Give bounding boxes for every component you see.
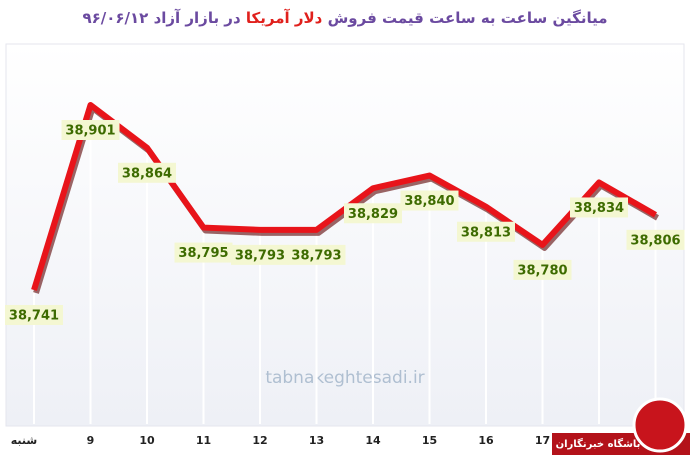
- logo-badge: [632, 397, 688, 453]
- value-label-text: 38,901: [65, 124, 115, 139]
- chart-title: میانگین ساعت به ساعت قیمت فروش دلار آمری…: [82, 9, 607, 27]
- value-label-box: [174, 242, 233, 263]
- value-label-box: [5, 305, 63, 325]
- x-tick-label: 15: [422, 434, 437, 447]
- value-label: 38,793: [231, 244, 289, 265]
- title-part: دلار آمریکا: [246, 9, 323, 27]
- value-label: 38,901: [61, 120, 120, 140]
- value-label-text: 38,795: [178, 246, 228, 261]
- x-tick-label: 12: [252, 434, 267, 447]
- value-label-text: 38,840: [404, 194, 454, 209]
- value-label: 38,780: [513, 259, 572, 280]
- watermark: tabnakeghtesadi.ir: [265, 368, 424, 388]
- value-label: 38,834: [570, 197, 628, 218]
- value-label-text: 38,741: [9, 309, 59, 324]
- value-label-text: 38,864: [122, 166, 172, 181]
- value-label-box: [400, 190, 459, 211]
- x-tick-label: 13: [309, 434, 324, 447]
- value-label-box: [231, 244, 289, 265]
- x-tick-label: شنبه: [11, 434, 37, 447]
- value-label-text: 38,829: [348, 207, 398, 222]
- value-label-text: 38,793: [235, 248, 285, 263]
- value-label: 38,840: [400, 190, 459, 211]
- value-label: 38,829: [344, 203, 402, 224]
- value-label-box: [570, 197, 628, 218]
- title-part: میانگین ساعت به ساعت قیمت فروش: [328, 9, 608, 27]
- value-label-box: [61, 120, 120, 140]
- x-tick-label: 16: [478, 434, 494, 447]
- value-label-text: 38,813: [461, 225, 511, 240]
- value-label-box: [344, 203, 402, 224]
- title-part: در بازار آزاد ۹۶/۰۶/۱۲: [82, 9, 240, 27]
- x-tick-label: 17: [535, 434, 550, 447]
- value-label-text: 38,806: [630, 233, 680, 248]
- value-label-text: 38,780: [517, 263, 567, 278]
- value-label: 38,795: [174, 242, 233, 263]
- value-label-text: 38,834: [574, 201, 624, 216]
- x-tick-label: 14: [365, 434, 381, 447]
- plot-area: [5, 43, 685, 427]
- value-label: 38,793: [287, 244, 346, 265]
- value-label-text: 38,793: [291, 248, 341, 263]
- value-label-box: [457, 221, 515, 242]
- value-label: 38,741: [5, 305, 63, 325]
- logo: باشگاه خبرنگاران: [552, 397, 690, 455]
- value-label: 38,806: [626, 229, 685, 250]
- x-tick-label: 9: [87, 434, 95, 447]
- value-label-box: [118, 162, 176, 183]
- value-label: 38,864: [118, 162, 176, 183]
- value-label-box: [626, 229, 685, 250]
- x-tick-label: 11: [196, 434, 211, 447]
- value-label-box: [287, 244, 346, 265]
- logo-text: باشگاه خبرنگاران: [556, 437, 641, 450]
- value-label: 38,813: [457, 221, 515, 242]
- x-tick-label: 10: [139, 434, 155, 447]
- value-label-box: [513, 259, 572, 280]
